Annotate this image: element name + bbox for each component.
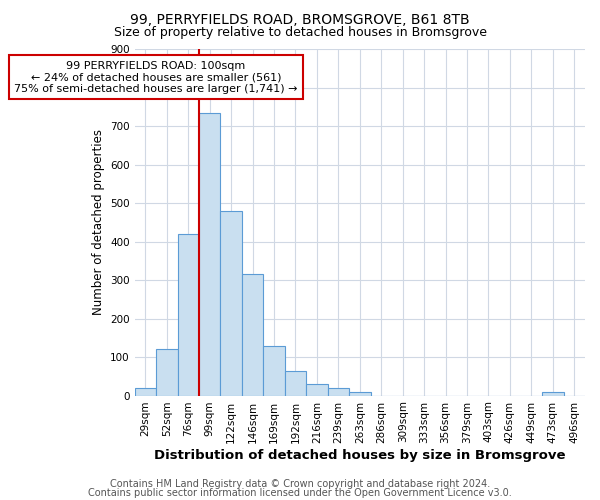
Text: 99, PERRYFIELDS ROAD, BROMSGROVE, B61 8TB: 99, PERRYFIELDS ROAD, BROMSGROVE, B61 8T… (130, 12, 470, 26)
X-axis label: Distribution of detached houses by size in Bromsgrove: Distribution of detached houses by size … (154, 450, 566, 462)
Bar (542, 392, 563, 396)
Bar (134, 388, 156, 396)
Bar (199, 112, 220, 396)
Bar (242, 274, 263, 396)
Text: Contains public sector information licensed under the Open Government Licence v3: Contains public sector information licen… (88, 488, 512, 498)
Bar (349, 392, 371, 396)
Text: Size of property relative to detached houses in Bromsgrove: Size of property relative to detached ho… (113, 26, 487, 39)
Y-axis label: Number of detached properties: Number of detached properties (92, 130, 104, 316)
Bar (285, 370, 306, 396)
Bar (220, 210, 242, 396)
Bar (156, 350, 178, 396)
Text: 99 PERRYFIELDS ROAD: 100sqm
← 24% of detached houses are smaller (561)
75% of se: 99 PERRYFIELDS ROAD: 100sqm ← 24% of det… (14, 60, 298, 94)
Text: Contains HM Land Registry data © Crown copyright and database right 2024.: Contains HM Land Registry data © Crown c… (110, 479, 490, 489)
Bar (263, 346, 285, 396)
Bar (328, 388, 349, 396)
Bar (306, 384, 328, 396)
Bar (178, 234, 199, 396)
